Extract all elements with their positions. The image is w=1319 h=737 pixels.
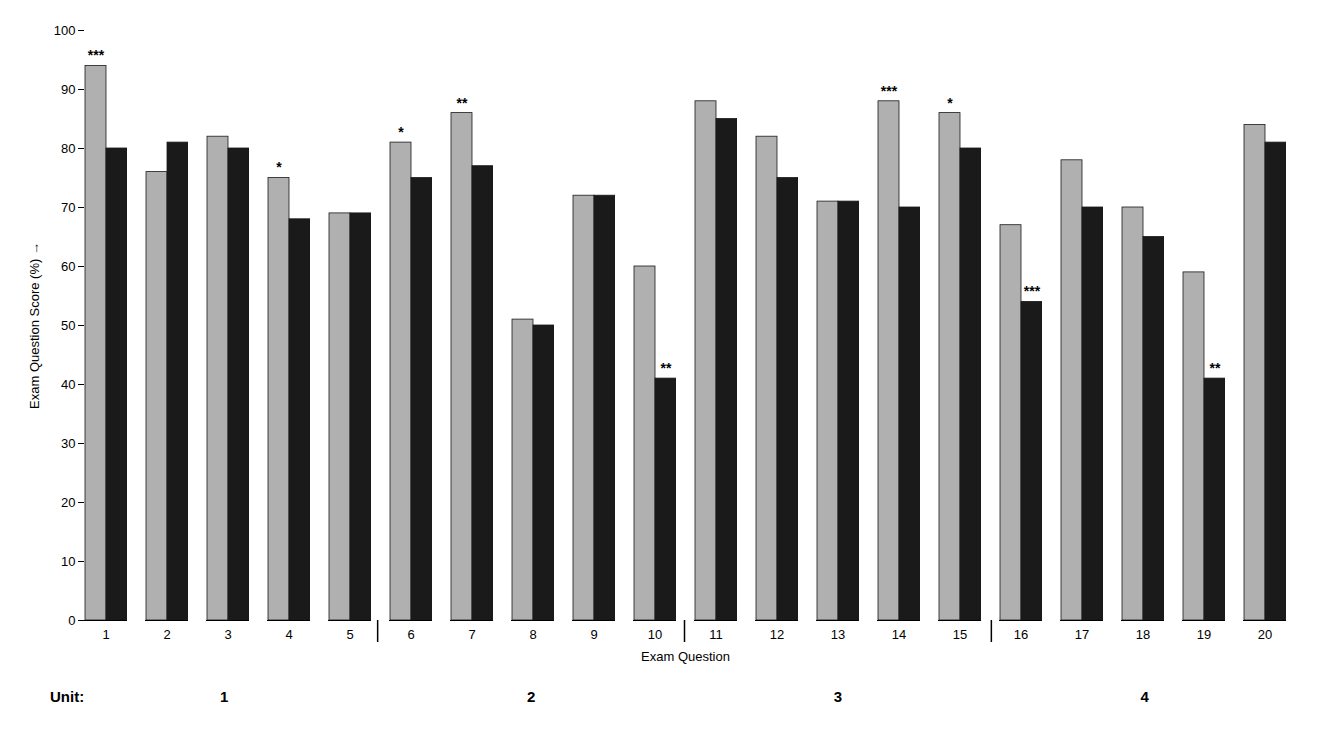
svg-text:17: 17 — [1075, 627, 1089, 642]
svg-text:100: 100 — [54, 23, 76, 38]
svg-text:1: 1 — [102, 627, 109, 642]
svg-text:20: 20 — [61, 495, 75, 510]
svg-text:***: *** — [88, 47, 105, 63]
svg-text:3: 3 — [834, 688, 842, 705]
svg-text:4: 4 — [285, 627, 292, 642]
svg-text:18: 18 — [1136, 627, 1150, 642]
svg-text:9: 9 — [590, 627, 597, 642]
svg-text:0: 0 — [68, 613, 75, 628]
svg-text:14: 14 — [892, 627, 906, 642]
svg-text:***: *** — [1024, 283, 1041, 299]
svg-text:Exam Question Score (%) →: Exam Question Score (%) → — [27, 242, 42, 409]
svg-text:12: 12 — [770, 627, 784, 642]
svg-text:**: ** — [661, 360, 672, 376]
svg-text:80: 80 — [61, 141, 75, 156]
svg-text:5: 5 — [346, 627, 353, 642]
svg-text:2: 2 — [527, 688, 535, 705]
svg-text:**: ** — [1210, 360, 1221, 376]
svg-text:15: 15 — [953, 627, 967, 642]
svg-text:13: 13 — [831, 627, 845, 642]
svg-text:***: *** — [881, 83, 898, 99]
svg-text:4: 4 — [1141, 688, 1150, 705]
svg-text:50: 50 — [61, 318, 75, 333]
svg-text:*: * — [398, 124, 404, 140]
svg-text:1: 1 — [220, 688, 228, 705]
svg-text:3: 3 — [224, 627, 231, 642]
svg-text:90: 90 — [61, 82, 75, 97]
svg-text:8: 8 — [529, 627, 536, 642]
svg-text:7: 7 — [468, 627, 475, 642]
svg-text:40: 40 — [61, 377, 75, 392]
svg-text:16: 16 — [1014, 627, 1028, 642]
svg-text:*: * — [276, 159, 282, 175]
svg-text:Exam Question: Exam Question — [641, 649, 730, 664]
svg-text:11: 11 — [709, 627, 723, 642]
svg-text:10: 10 — [61, 554, 75, 569]
svg-text:19: 19 — [1197, 627, 1211, 642]
svg-text:**: ** — [457, 95, 468, 111]
svg-text:2: 2 — [163, 627, 170, 642]
svg-text:*: * — [947, 95, 953, 111]
svg-text:70: 70 — [61, 200, 75, 215]
svg-text:10: 10 — [648, 627, 662, 642]
svg-text:20: 20 — [1258, 627, 1272, 642]
svg-text:6: 6 — [407, 627, 414, 642]
svg-text:30: 30 — [61, 436, 75, 451]
svg-text:Unit:: Unit: — [50, 688, 84, 705]
svg-text:60: 60 — [61, 259, 75, 274]
